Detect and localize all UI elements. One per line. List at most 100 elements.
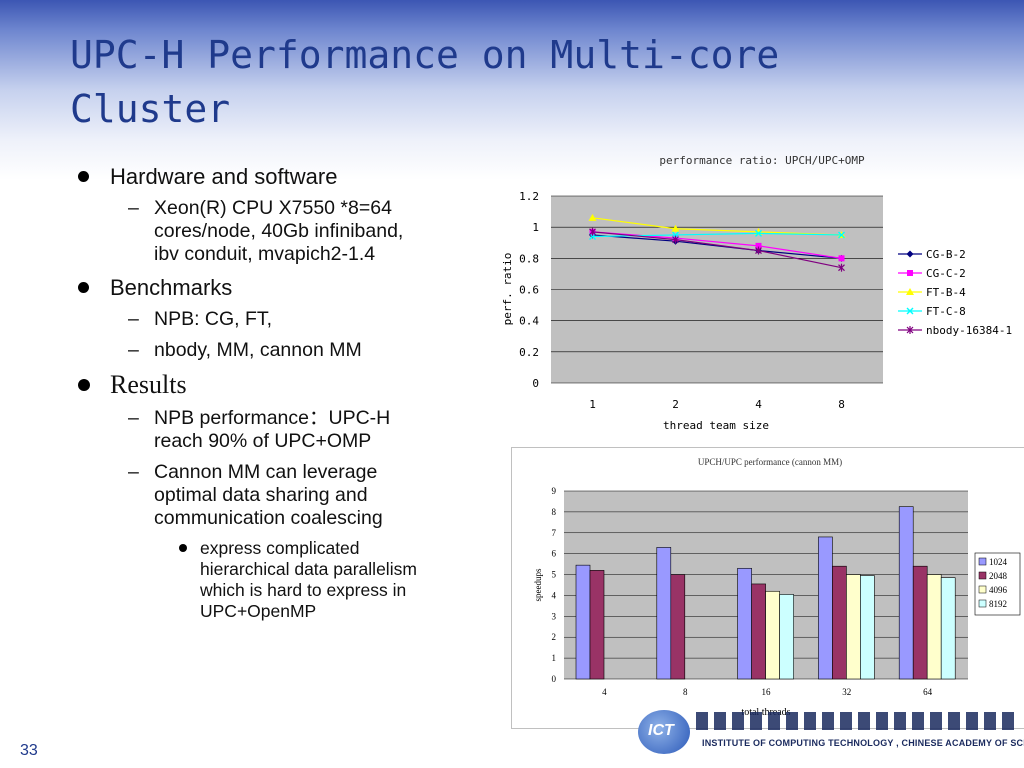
sub-bullet-npb-performance: – NPB performance：UPC-H reach 90% of UPC… — [78, 407, 498, 453]
legend-label: 8192 — [989, 599, 1007, 609]
data-point — [588, 213, 597, 221]
y-tick-label: 0 — [552, 674, 557, 684]
performance-ratio-chart: performance ratio: UPCH/UPC+OMP 0 0.2 0.4 0… — [486, 146, 1024, 440]
chart-title: performance ratio: UPCH/UPC+OMP — [659, 154, 865, 167]
bar — [898, 506, 914, 680]
y-tick-label: 0 — [532, 377, 539, 390]
legend-swatch — [978, 571, 987, 580]
y-tick-label: 8 — [552, 507, 557, 517]
y-axis-label: perf. ratio — [501, 253, 514, 326]
text-line: NPB performance：UPC-H — [154, 407, 391, 429]
x-tick-label: 16 — [762, 687, 772, 697]
x-tick-label: 4 — [602, 687, 607, 697]
page-number: 33 — [20, 742, 38, 759]
x-tick-label: 2 — [672, 398, 679, 411]
chart-title: UPCH/UPC performance (cannon MM) — [698, 457, 842, 467]
data-point — [755, 246, 762, 255]
x-axis-label: thread team size — [663, 419, 769, 432]
data-point — [671, 224, 680, 232]
x-tick-label: 1 — [589, 398, 596, 411]
dash-icon: – — [128, 407, 139, 429]
chinese-name-graphic — [696, 712, 1018, 730]
text-line: ibv conduit, mvapich2-1.4 — [154, 243, 376, 265]
bar — [765, 590, 780, 680]
bar — [656, 547, 672, 680]
y-tick-label: 4 — [552, 590, 557, 600]
bar — [926, 574, 942, 680]
x-tick-label: 8 — [683, 687, 688, 697]
y-tick-label: 5 — [552, 570, 557, 580]
y-tick-label: 1 — [552, 653, 557, 663]
text-line: express complicated — [200, 538, 360, 558]
y-tick-label: 3 — [552, 611, 557, 621]
bullet-text: Results — [110, 370, 187, 399]
data-point — [838, 263, 845, 272]
bar — [670, 574, 686, 680]
bullet-benchmarks: Benchmarks — [78, 274, 498, 301]
y-tick-label: 0.6 — [519, 284, 539, 297]
data-point — [838, 231, 845, 239]
ict-logo-icon: ICT — [638, 710, 690, 754]
x-tick-label: 4 — [755, 398, 762, 411]
x-tick-label: 64 — [923, 687, 933, 697]
y-tick-label: 7 — [552, 528, 557, 538]
data-point — [906, 326, 914, 334]
sub-bullet-hardware-detail: – Xeon(R) CPU X7550 *8=64 cores/node, 40… — [78, 197, 498, 266]
text-line: Xeon(R) CPU X7550 *8=64 — [154, 197, 392, 219]
title-line-1: UPC-H Performance on Multi-core — [70, 33, 780, 77]
data-point — [907, 270, 913, 276]
y-axis-label: speedups — [533, 568, 543, 601]
series-line — [592, 217, 842, 236]
bar — [860, 575, 875, 680]
dash-icon: – — [128, 308, 139, 330]
sub-bullet-cannon-mm: – Cannon MM can leverage optimal data sh… — [78, 461, 498, 530]
data-point — [672, 235, 679, 244]
sub-bullet-npb: – NPB: CG, FT, — [78, 308, 498, 331]
logo-mark-text: ICT — [648, 722, 674, 739]
y-tick-label: 6 — [552, 549, 557, 559]
bar — [912, 565, 928, 680]
cannon-mm-chart: UPCH/UPC performance (cannon MM) 0 1 2 3 4 5 6… — [511, 447, 1024, 729]
text-line: hierarchical data parallelism — [200, 559, 417, 579]
bar — [751, 583, 766, 680]
dash-icon: – — [128, 339, 139, 361]
bar — [846, 574, 861, 680]
y-tick-label: 2 — [552, 632, 557, 642]
text-line: optimal data sharing and — [154, 484, 368, 506]
title-line-2: Cluster — [70, 87, 231, 131]
marker-stroke — [838, 231, 845, 239]
x-tick-label: 32 — [842, 687, 851, 697]
text-line: communication coalescing — [154, 507, 383, 529]
series-line — [592, 234, 842, 259]
institute-logo: ICT INSTITUTE OF COMPUTING TECHNOLOGY , … — [636, 706, 1024, 762]
y-tick-label: 0.2 — [519, 346, 539, 359]
y-tick-label: 9 — [552, 486, 557, 496]
legend-label: CG-B-2 — [926, 248, 966, 261]
bullet-dot-icon — [179, 544, 187, 552]
y-tick-label: 1.2 — [519, 190, 539, 203]
bullet-hardware: Hardware and software — [78, 163, 498, 190]
dash-icon: – — [128, 197, 139, 219]
marker-stroke — [906, 307, 914, 315]
bullet-text: Benchmarks — [110, 275, 233, 300]
text-line: Cannon MM can leverage — [154, 461, 378, 483]
bullet-dot-icon — [78, 379, 90, 391]
bar — [832, 565, 847, 680]
data-point — [589, 227, 596, 236]
bullet-results: Results — [78, 370, 498, 400]
bar — [818, 536, 833, 680]
text-line: cores/node, 40Gb infiniband, — [154, 220, 404, 242]
sub-sub-bullet-express: express complicated hierarchical data pa… — [78, 538, 498, 622]
legend-label: 4096 — [989, 585, 1008, 595]
legend-swatch — [978, 599, 987, 608]
marker-stroke — [755, 229, 762, 237]
y-tick-label: 1 — [532, 221, 539, 234]
data-point — [755, 242, 762, 249]
legend-label: 2048 — [989, 571, 1008, 581]
series-line — [592, 231, 842, 269]
data-point — [906, 250, 914, 258]
data-point — [906, 288, 914, 295]
legend-swatch — [978, 585, 987, 594]
sub-bullet-nbody: – nbody, MM, cannon MM — [78, 339, 498, 362]
bullet-text: Hardware and software — [110, 164, 338, 189]
